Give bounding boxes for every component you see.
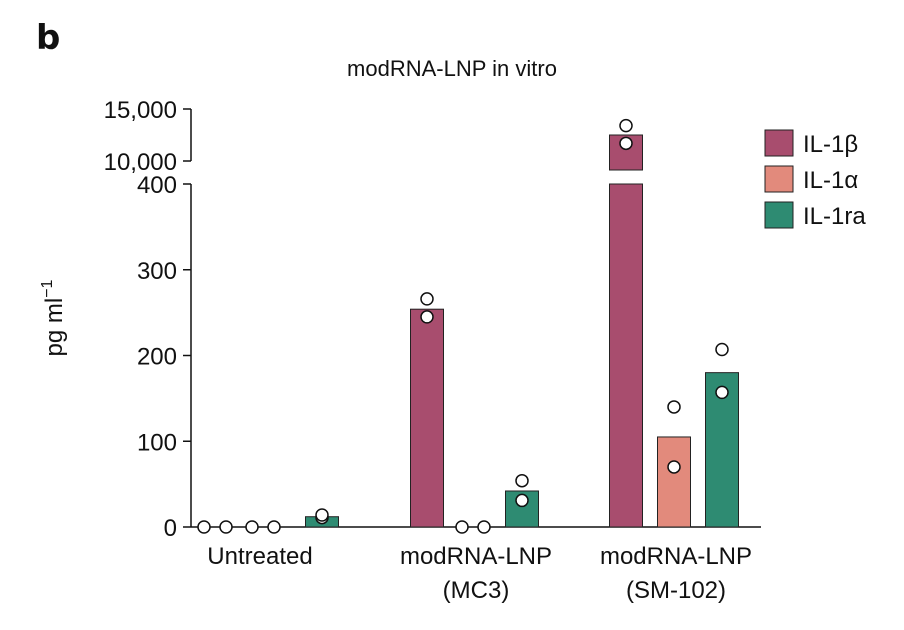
point-0-0-1 <box>219 520 233 534</box>
y-lower-tick-label: 200 <box>137 344 177 371</box>
bar-0-1 <box>410 308 444 528</box>
bar-0-2 <box>609 183 643 528</box>
legend-swatch-2 <box>764 201 794 229</box>
point-2-0-1 <box>315 508 329 522</box>
point-2-2-1 <box>715 385 729 400</box>
point-0-2-0 <box>619 118 633 133</box>
panel-letter: b <box>36 18 61 58</box>
y-upper-tick-label: 10,000 <box>104 149 177 176</box>
legend-swatch-0 <box>764 129 794 157</box>
point-1-2-1 <box>667 460 681 474</box>
y-upper-tick-label: 15,000 <box>104 97 177 124</box>
category-label-1: (MC3) <box>443 577 510 604</box>
point-2-1-1 <box>515 493 529 508</box>
legend-label-1: IL-1α <box>803 167 858 194</box>
point-2-2-0 <box>715 342 729 357</box>
point-2-1-0 <box>515 473 529 488</box>
point-1-0-0 <box>245 520 259 534</box>
legend-label-2: IL-1ra <box>803 203 866 230</box>
legend: IL-1β IL-1α IL-1ra <box>764 129 866 230</box>
y-lower-tick-label: 0 <box>164 515 177 542</box>
point-0-1-1 <box>420 310 434 324</box>
category-label-1: modRNA-LNP <box>400 543 552 570</box>
point-0-2-1 <box>619 136 633 151</box>
data-points <box>197 118 729 534</box>
point-1-1-0 <box>455 520 469 534</box>
y-lower-tick-label: 300 <box>137 258 177 285</box>
chart-title: modRNA-LNP in vitro <box>347 56 557 81</box>
category-label-2: (SM-102) <box>626 577 726 604</box>
point-1-0-1 <box>267 520 281 534</box>
point-1-2-0 <box>667 400 681 414</box>
y-axis-label: pg ml−1 <box>39 279 68 356</box>
category-labels: Untreated modRNA-LNP (MC3) modRNA-LNP (SM-10… <box>207 543 752 604</box>
legend-label-0: IL-1β <box>803 131 858 158</box>
legend-swatch-1 <box>764 165 794 193</box>
point-0-1-0 <box>420 292 434 306</box>
bar-1-2 <box>657 436 691 528</box>
category-label-2: modRNA-LNP <box>600 543 752 570</box>
category-label-0: Untreated <box>207 543 312 570</box>
y-lower-tick-label: 400 <box>137 172 177 199</box>
point-0-0-0 <box>197 520 211 534</box>
y-lower-tick-label: 100 <box>137 429 177 456</box>
point-1-1-1 <box>477 520 491 534</box>
